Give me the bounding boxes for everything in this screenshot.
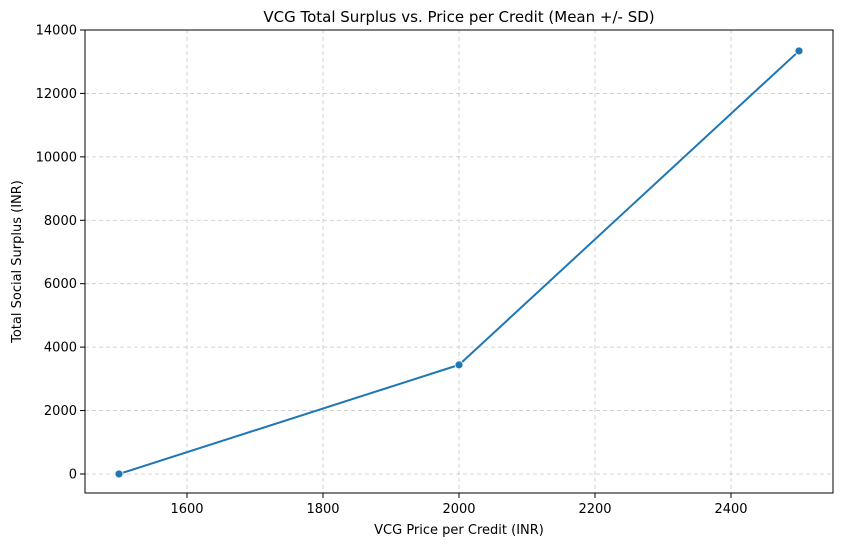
grid-layer — [85, 29, 833, 493]
y-tick-label: 12000 — [36, 87, 77, 102]
data-point — [454, 360, 464, 370]
series-layer — [114, 46, 804, 479]
y-tick-label: 2000 — [44, 404, 77, 419]
x-tick-label: 2400 — [714, 502, 747, 517]
x-tick-label: 1800 — [306, 502, 339, 517]
y-tick-label: 10000 — [36, 150, 77, 165]
y-tick-label: 0 — [69, 467, 77, 482]
y-tick-label: 6000 — [44, 277, 77, 292]
chart-title: VCG Total Surplus vs. Price per Credit (… — [263, 8, 654, 26]
y-tick-label: 14000 — [36, 24, 77, 39]
x-tick-label: 2200 — [578, 502, 611, 517]
y-tick-label: 4000 — [44, 341, 77, 356]
y-axis-label: Total Social Surplus (INR) — [10, 180, 25, 344]
data-point — [794, 46, 804, 56]
x-tick-label: 2000 — [442, 502, 475, 517]
y-tick-label: 8000 — [44, 214, 77, 229]
ticks-layer: 1600 1800 2000 2200 2400 0 2000 4000 6000 8000 100… — [36, 24, 748, 518]
x-tick-label: 1600 — [170, 502, 203, 517]
x-axis-label: VCG Price per Credit (INR) — [374, 523, 544, 538]
data-point — [114, 469, 124, 479]
